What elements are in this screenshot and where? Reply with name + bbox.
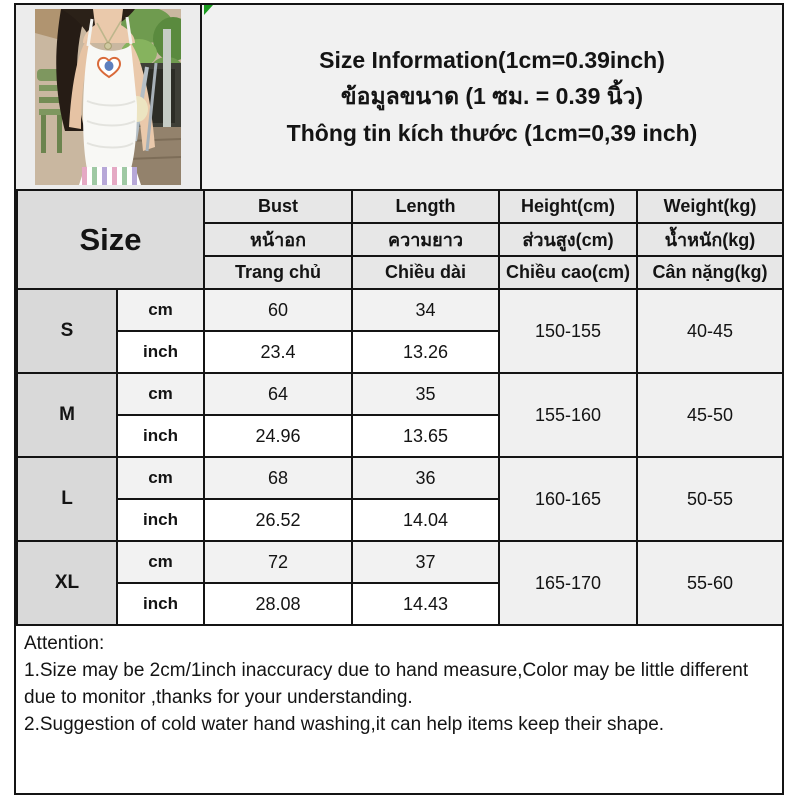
cell-s-weight: 40-45 — [636, 288, 784, 374]
table-row-s-inch: inch 23.4 13.26 — [17, 330, 783, 374]
col-header-weight-vi: Cân nặng(kg) — [636, 255, 784, 290]
size-label-s: S — [16, 288, 118, 374]
unit-label-inch: inch — [116, 330, 205, 374]
col-header-weight-en: Weight(kg) — [636, 189, 784, 224]
unit-label-inch: inch — [116, 498, 205, 542]
attention-note-1: 1.Size may be 2cm/1inch inaccuracy due t… — [24, 659, 749, 708]
col-header-weight-th: น้ำหนัก(kg) — [636, 222, 784, 257]
cell-xl-height: 165-170 — [498, 540, 638, 626]
table-row-xl-inch: inch 28.08 14.43 — [17, 582, 783, 626]
title-block: Size Information(1cm=0.39inch) ข้อมูลขนา… — [202, 5, 782, 189]
col-header-bust-vi: Trang chủ — [203, 255, 353, 290]
size-label-xl: XL — [16, 540, 118, 626]
col-header-bust-en: Bust — [203, 189, 353, 224]
cell-m-length-cm: 35 — [351, 372, 500, 416]
title-line-vi: Thông tin kích thước (1cm=0,39 inch) — [286, 119, 698, 146]
cell-m-height: 155-160 — [498, 372, 638, 458]
cell-xl-weight: 55-60 — [636, 540, 784, 626]
title-line-th: ข้อมูลขนาด (1 ซม. = 0.39 นิ้ว) — [340, 83, 644, 110]
cell-l-bust-inch: 26.52 — [203, 498, 353, 542]
table-row-l-cm: L cm 68 36 160-165 50-55 — [16, 456, 784, 542]
title-line-en: Size Information(1cm=0.39inch) — [319, 46, 665, 73]
banner: Size Information(1cm=0.39inch) ข้อมูลขนา… — [16, 5, 782, 189]
col-header-length-th: ความยาว — [351, 222, 500, 257]
content-frame: Size Information(1cm=0.39inch) ข้อมูลขนา… — [14, 3, 784, 795]
size-label-m: M — [16, 372, 118, 458]
cell-s-height: 150-155 — [498, 288, 638, 374]
unit-label-cm: cm — [116, 288, 205, 332]
cell-m-bust-inch: 24.96 — [203, 414, 353, 458]
table-row-xl-cm: XL cm 72 37 165-170 55-60 — [16, 540, 784, 626]
product-photo-illustration — [35, 9, 181, 185]
col-header-length-en: Length — [351, 189, 500, 224]
cell-xl-length-inch: 14.43 — [351, 582, 500, 626]
attention-notes: Attention: 1.Size may be 2cm/1inch inacc… — [16, 626, 782, 793]
col-header-height-vi: Chiều cao(cm) — [498, 255, 638, 290]
col-header-length-vi: Chiều dài — [351, 255, 500, 290]
unit-label-cm: cm — [116, 540, 205, 584]
green-corner-marker — [204, 5, 213, 15]
cell-xl-bust-cm: 72 — [203, 540, 353, 584]
cell-s-length-inch: 13.26 — [351, 330, 500, 374]
cell-m-bust-cm: 64 — [203, 372, 353, 416]
cell-s-bust-inch: 23.4 — [203, 330, 353, 374]
attention-note-2: 2.Suggestion of cold water hand washing,… — [24, 713, 665, 735]
cell-l-weight: 50-55 — [636, 456, 784, 542]
col-header-height-th: ส่วนสูง(cm) — [498, 222, 638, 257]
table-row-m-cm: M cm 64 35 155-160 45-50 — [16, 372, 784, 458]
unit-label-inch: inch — [116, 582, 205, 626]
cell-s-length-cm: 34 — [351, 288, 500, 332]
unit-label-cm: cm — [116, 372, 205, 416]
size-table: Size Bust Length Height(cm) Weight(kg) ห… — [16, 189, 784, 626]
cell-xl-length-cm: 37 — [351, 540, 500, 584]
cell-l-bust-cm: 68 — [203, 456, 353, 500]
table-row-m-inch: inch 24.96 13.65 — [17, 414, 783, 458]
size-label-l: L — [16, 456, 118, 542]
cell-l-length-inch: 14.04 — [351, 498, 500, 542]
cell-xl-bust-inch: 28.08 — [203, 582, 353, 626]
attention-heading: Attention: — [24, 633, 105, 654]
unit-label-inch: inch — [116, 414, 205, 458]
cell-s-bust-cm: 60 — [203, 288, 353, 332]
unit-label-cm: cm — [116, 456, 205, 500]
col-header-height-en: Height(cm) — [498, 189, 638, 224]
cell-m-weight: 45-50 — [636, 372, 784, 458]
cell-l-length-cm: 36 — [351, 456, 500, 500]
size-corner-label: Size — [16, 189, 205, 290]
table-row-s-cm: S cm 60 34 150-155 40-45 — [16, 288, 784, 374]
cell-m-length-inch: 13.65 — [351, 414, 500, 458]
product-photo — [16, 5, 202, 189]
cell-l-height: 160-165 — [498, 456, 638, 542]
table-row-l-inch: inch 26.52 14.04 — [17, 498, 783, 542]
col-header-bust-th: หน้าอก — [203, 222, 353, 257]
